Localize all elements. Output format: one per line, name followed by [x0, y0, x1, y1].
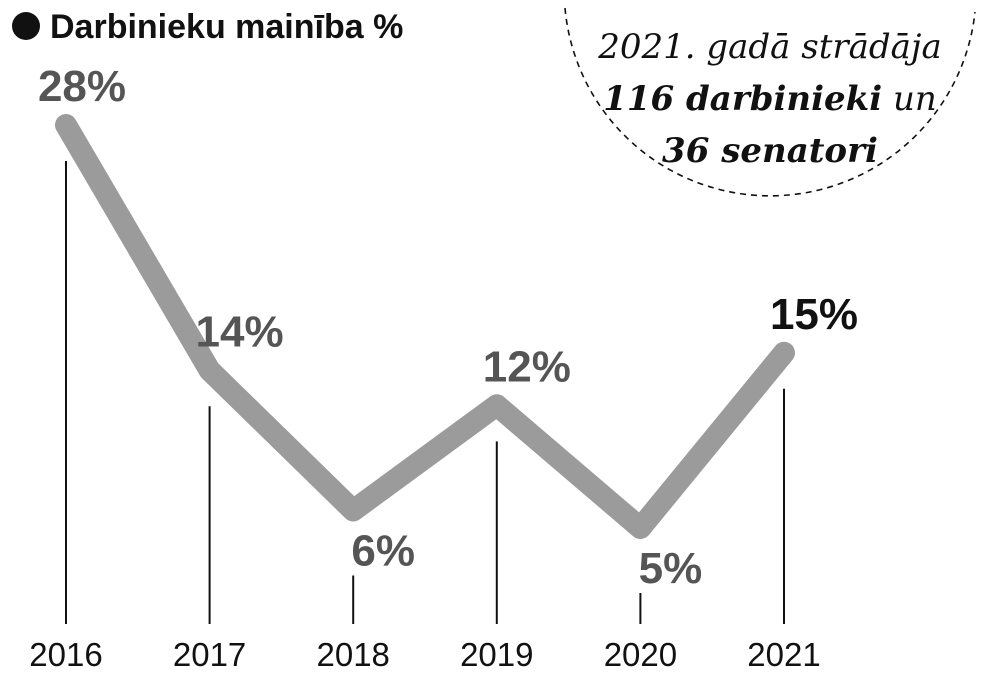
- tick-label-2020: 2020: [604, 636, 677, 673]
- tick-label-2017: 2017: [173, 636, 246, 673]
- note-line-3: 36 senatori: [662, 131, 878, 171]
- data-label-2019: 12%: [483, 342, 571, 391]
- tick-label-2019: 2019: [460, 636, 533, 673]
- x-axis-tick-labels: 2016 2017 2018 2019 2020 2021: [29, 636, 820, 673]
- data-label-2018: 6%: [351, 526, 415, 575]
- data-label-2017: 14%: [196, 307, 284, 356]
- tick-label-2018: 2018: [316, 636, 389, 673]
- note-senators-count: 36 senatori: [662, 131, 878, 171]
- note-line-2-rest: un: [882, 79, 937, 119]
- data-labels: 28% 14% 6% 12% 5% 15%: [38, 62, 858, 593]
- data-label-2020: 5%: [639, 544, 703, 593]
- note-employees-count: 116 darbinieki: [603, 79, 882, 119]
- tick-label-2016: 2016: [29, 636, 102, 673]
- tick-label-2021: 2021: [747, 636, 820, 673]
- data-label-2021: 15%: [770, 290, 858, 339]
- note-line-1: 2021. gadā strādāja: [597, 27, 942, 67]
- chart-title: Darbinieku mainība %: [50, 8, 403, 46]
- year-guide-lines: [65, 161, 785, 624]
- note-dashed-arc: [564, 7, 976, 197]
- data-label-2016: 28%: [38, 62, 126, 111]
- series-line: [55, 114, 795, 539]
- note-line-2: 116 darbinieki un: [603, 79, 937, 119]
- title-bullet-icon: [12, 12, 40, 40]
